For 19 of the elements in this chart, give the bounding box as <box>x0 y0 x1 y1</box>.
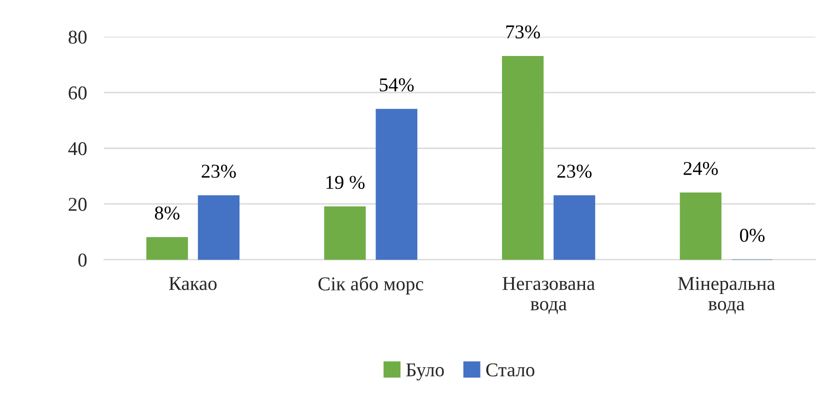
data-label: 54% <box>380 78 414 92</box>
data-label: 0% <box>740 228 765 242</box>
data-label: 73% <box>506 25 540 39</box>
y-tick-label: 20 <box>68 198 87 211</box>
legend-label: Було <box>406 363 444 380</box>
data-label: 23% <box>557 164 592 178</box>
y-tick-label: 80 <box>68 30 87 44</box>
data-label: 8% <box>154 206 180 220</box>
x-tick-label: Негазована вода <box>502 277 595 314</box>
legend-label: Стало <box>486 363 534 376</box>
x-tick-label: Сік або морс <box>318 276 424 294</box>
x-tick-label: Мінеральна вода <box>678 277 776 314</box>
data-label: 19 % <box>326 176 365 189</box>
y-tick-label: 0 <box>78 254 87 267</box>
data-label: 24% <box>684 162 718 176</box>
y-tick-label: 40 <box>68 142 87 156</box>
y-tick-label: 60 <box>68 86 87 100</box>
data-label: 23% <box>202 164 236 178</box>
x-tick-label: Какао <box>169 277 217 290</box>
